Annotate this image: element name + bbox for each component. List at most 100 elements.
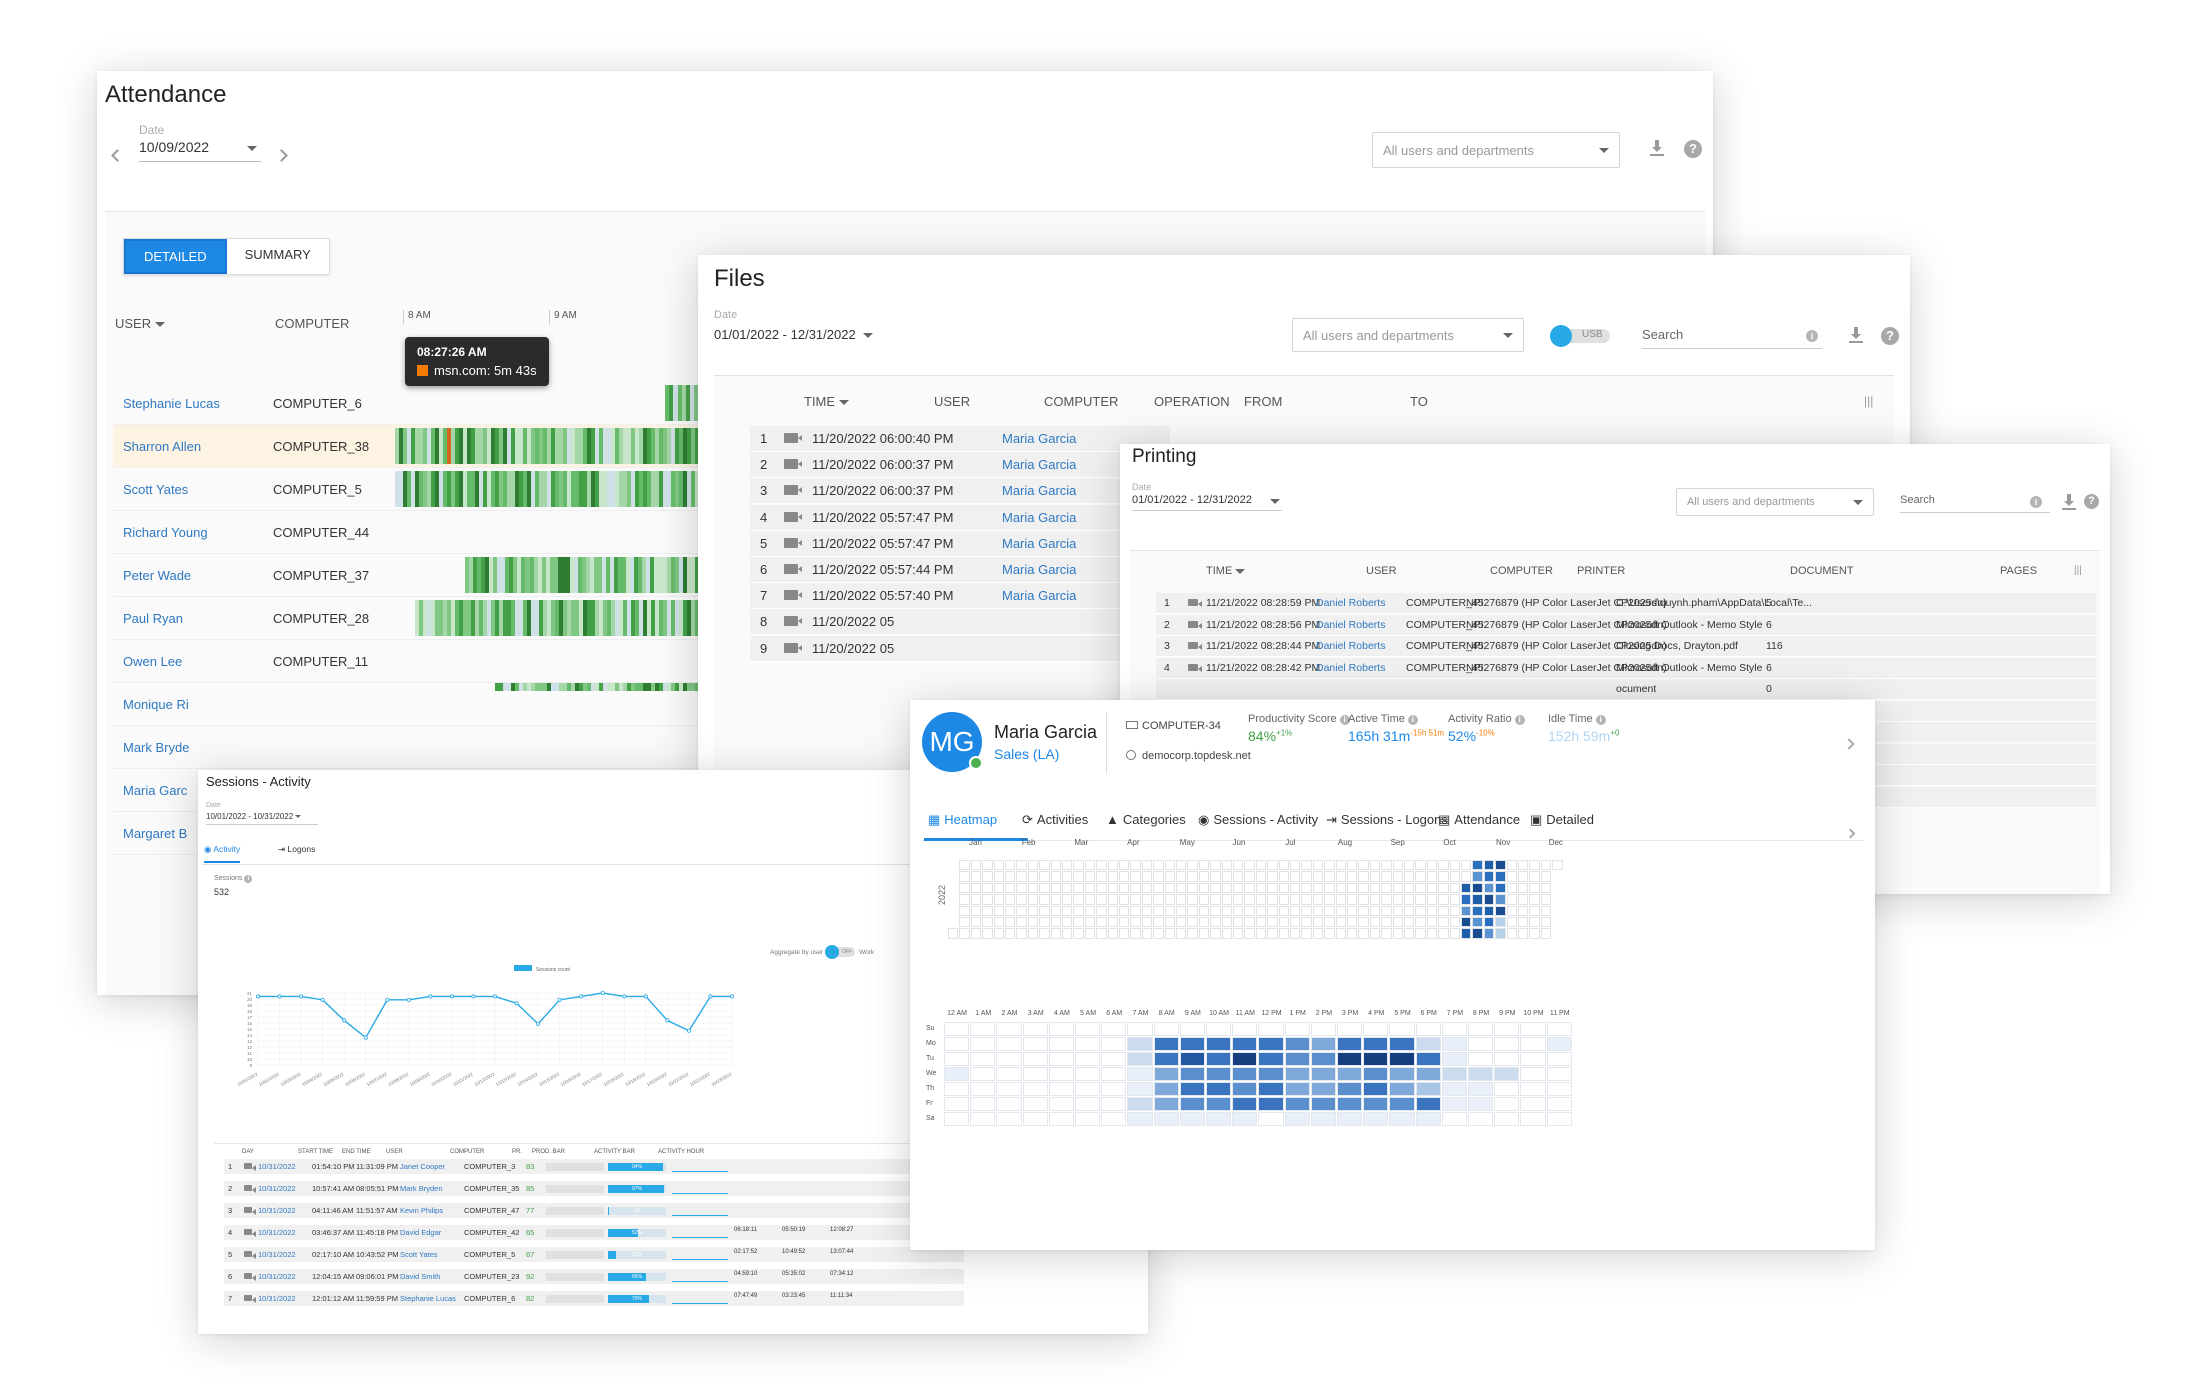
- hour-cell[interactable]: [1284, 1112, 1310, 1126]
- day-cell[interactable]: [1278, 928, 1289, 939]
- day-cell[interactable]: [1461, 917, 1472, 928]
- hour-cell[interactable]: [1363, 1052, 1389, 1066]
- hour-cell[interactable]: [1337, 1097, 1363, 1111]
- day-cell[interactable]: [948, 928, 959, 939]
- hour-cell[interactable]: [1546, 1082, 1572, 1096]
- hour-cell[interactable]: [1520, 1022, 1546, 1036]
- camera-icon[interactable]: [1188, 642, 1202, 650]
- user-link[interactable]: Monique Ri: [123, 696, 189, 712]
- hour-cell[interactable]: [1048, 1067, 1074, 1081]
- table-row[interactable]: 3 10/31/2022 04:11:46 AM 11:51:57 AM Kevin P…: [224, 1203, 964, 1219]
- user-link[interactable]: Sharron Allen: [123, 438, 202, 454]
- day-cell[interactable]: [1290, 860, 1301, 871]
- hour-cell[interactable]: [1258, 1082, 1284, 1096]
- hour-cell[interactable]: [1441, 1082, 1467, 1096]
- users-dropdown[interactable]: All users and departments: [1372, 132, 1620, 168]
- day-cell[interactable]: [1335, 882, 1346, 894]
- day-cell[interactable]: [1415, 860, 1426, 871]
- hour-cell[interactable]: [1468, 1082, 1494, 1096]
- files-users-dropdown[interactable]: All users and departments: [1292, 318, 1524, 352]
- hour-cell[interactable]: [1022, 1052, 1048, 1066]
- hour-cell[interactable]: [1389, 1037, 1415, 1051]
- day-cell[interactable]: [993, 882, 1004, 894]
- day-cell[interactable]: [1096, 871, 1107, 882]
- hour-cell[interactable]: [1022, 1022, 1048, 1036]
- user-link[interactable]: Maria Garcia: [1002, 509, 1077, 525]
- day-cell[interactable]: [1005, 882, 1016, 894]
- day-cell[interactable]: [1027, 860, 1039, 871]
- camera-icon[interactable]: [244, 1207, 256, 1215]
- aggregate-toggle[interactable]: OFF: [825, 945, 856, 959]
- day-cell[interactable]: [1073, 905, 1084, 916]
- printing-date-picker[interactable]: 01/01/2022 - 12/31/2022: [1132, 494, 1282, 511]
- tab-sessions-logons[interactable]: ⇥ Sessions - Logons: [1326, 812, 1448, 828]
- day-cell[interactable]: [1141, 871, 1153, 882]
- hour-cell[interactable]: [1546, 1037, 1572, 1051]
- day-cell[interactable]: [1210, 894, 1221, 905]
- day-cell[interactable]: [1153, 882, 1164, 894]
- hour-cell[interactable]: [1468, 1052, 1494, 1066]
- day-cell[interactable]: [1267, 871, 1278, 882]
- day-cell[interactable]: [1426, 905, 1438, 916]
- day-cell[interactable]: [1495, 905, 1506, 916]
- day-cell[interactable]: [1438, 871, 1449, 882]
- day-cell[interactable]: [1369, 894, 1381, 905]
- user-link[interactable]: Mark Bryden: [400, 1184, 443, 1193]
- day-cell[interactable]: [959, 917, 970, 928]
- day-cell[interactable]: [1084, 917, 1096, 928]
- columns-icon[interactable]: |||: [1864, 394, 1874, 408]
- tab-summary[interactable]: SUMMARY: [244, 247, 311, 262]
- hour-cell[interactable]: [1520, 1097, 1546, 1111]
- day-cell[interactable]: [1301, 905, 1312, 916]
- day-cell[interactable]: [1506, 860, 1517, 871]
- day-cell[interactable]: [1210, 917, 1221, 928]
- table-row[interactable]: 1 10/31/2022 01:54:10 PM 11:31:09 PM Janet C…: [224, 1159, 964, 1175]
- hour-cell[interactable]: [1389, 1082, 1415, 1096]
- day-cell[interactable]: [1426, 928, 1438, 939]
- day-cell[interactable]: [1153, 905, 1164, 916]
- hour-cell[interactable]: [1284, 1097, 1310, 1111]
- day-cell[interactable]: [1176, 882, 1187, 894]
- camera-icon[interactable]: [244, 1273, 256, 1281]
- day-cell[interactable]: [1050, 860, 1061, 871]
- day-cell[interactable]: [1301, 894, 1312, 905]
- day-cell[interactable]: [1312, 917, 1324, 928]
- table-row[interactable]: ocument 0: [1156, 679, 2096, 700]
- day-cell[interactable]: [1506, 871, 1517, 882]
- day-cell[interactable]: [1540, 917, 1552, 928]
- hour-cell[interactable]: [1337, 1082, 1363, 1096]
- data-point[interactable]: [428, 994, 433, 999]
- day-cell[interactable]: [1244, 871, 1255, 882]
- hour-cell[interactable]: [1179, 1112, 1205, 1126]
- day-cell[interactable]: [1404, 882, 1415, 894]
- day-cell[interactable]: [1324, 871, 1335, 882]
- day-cell[interactable]: [1187, 905, 1198, 916]
- day-cell[interactable]: [1529, 905, 1540, 916]
- day-cell[interactable]: [970, 871, 982, 882]
- day-cell[interactable]: [1221, 905, 1232, 916]
- day-cell[interactable]: [1039, 905, 1050, 916]
- day-cell[interactable]: [1221, 928, 1232, 939]
- hour-cell[interactable]: [1546, 1112, 1572, 1126]
- day-cell[interactable]: [1483, 905, 1495, 916]
- hour-cell[interactable]: [1127, 1037, 1153, 1051]
- printing-search-input[interactable]: Search: [1900, 494, 2050, 513]
- hour-cell[interactable]: [1389, 1022, 1415, 1036]
- hour-cell[interactable]: [1258, 1052, 1284, 1066]
- day-cell[interactable]: [1187, 871, 1198, 882]
- day-cell[interactable]: [1426, 894, 1438, 905]
- activity-bar[interactable]: [415, 600, 715, 636]
- day-cell[interactable]: [1084, 871, 1096, 882]
- day-cell[interactable]: [1381, 928, 1392, 939]
- day-cell[interactable]: [1233, 882, 1244, 894]
- hour-cell[interactable]: [1153, 1082, 1179, 1096]
- day-cell[interactable]: [1176, 917, 1187, 928]
- hour-cell[interactable]: [1520, 1052, 1546, 1066]
- camera-icon[interactable]: [784, 433, 802, 443]
- day-cell[interactable]: [1062, 871, 1073, 882]
- day-cell[interactable]: [1050, 894, 1061, 905]
- hour-cell[interactable]: [1258, 1067, 1284, 1081]
- hour-cell[interactable]: [1310, 1037, 1336, 1051]
- hour-cell[interactable]: [1520, 1067, 1546, 1081]
- day-cell[interactable]: [1506, 882, 1517, 894]
